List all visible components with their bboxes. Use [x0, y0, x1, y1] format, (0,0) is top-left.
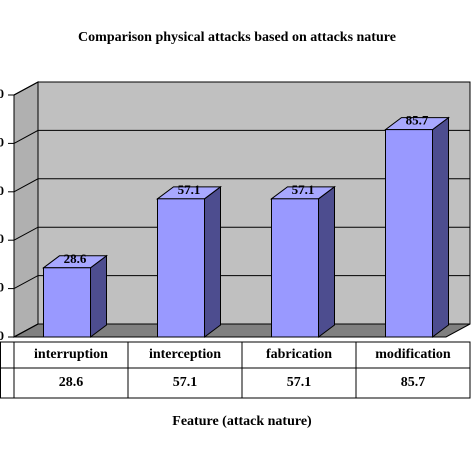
x-axis-title: Feature (attack nature)	[172, 414, 312, 429]
bar-side	[318, 185, 335, 338]
grid-line	[13, 178, 470, 193]
x-tick-label: modification	[375, 347, 451, 362]
y-tick-label: 20	[0, 280, 4, 295]
y-tick-label: 40	[0, 231, 4, 246]
table-value: 57.1	[287, 375, 312, 390]
data-label: 28.6	[64, 251, 87, 266]
table	[0, 341, 471, 399]
y-tick-label: 0	[0, 328, 4, 343]
table-value: 85.7	[401, 375, 426, 390]
side-wall	[13, 81, 39, 338]
x-tick-label: interception	[149, 347, 221, 362]
bar	[43, 267, 91, 338]
y-tick-label: 60	[0, 183, 4, 198]
bar	[157, 198, 205, 338]
y-tick-label: 100	[0, 86, 4, 101]
data-label: 57.1	[178, 182, 201, 197]
bar-side	[90, 254, 107, 338]
grid-line	[13, 81, 470, 96]
bar	[271, 198, 319, 338]
x-tick-label: interruption	[34, 347, 108, 362]
table-value: 28.6	[59, 375, 84, 390]
chart-title: Comparison physical attacks based on att…	[78, 30, 396, 45]
bar	[385, 129, 433, 338]
bar-side	[432, 116, 449, 338]
table-value: 57.1	[173, 375, 198, 390]
grid-line	[13, 129, 470, 144]
x-tick-label: fabrication	[266, 347, 332, 362]
bar-side	[204, 185, 221, 338]
data-label: 85.7	[406, 113, 429, 128]
y-tick-label: 80	[0, 134, 4, 149]
data-label: 57.1	[292, 182, 315, 197]
